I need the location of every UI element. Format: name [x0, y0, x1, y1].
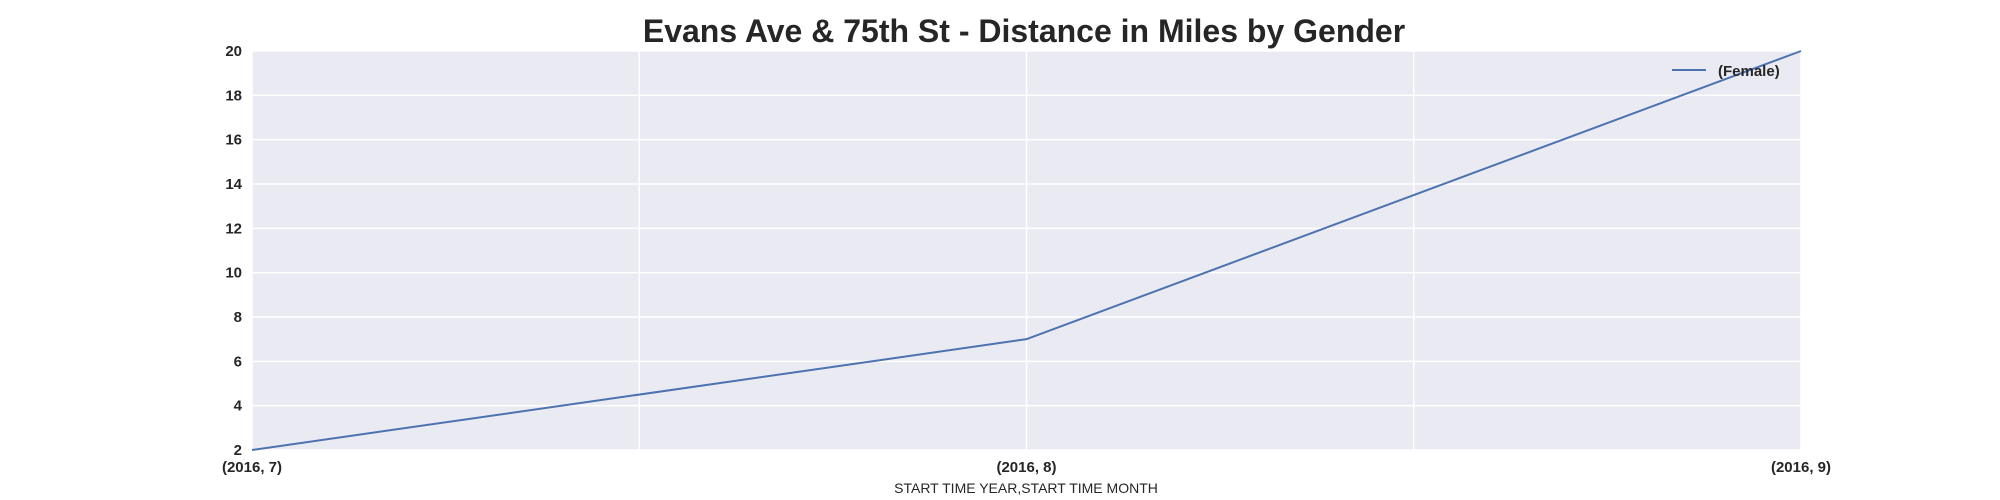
- legend: (Female): [1672, 63, 1780, 80]
- y-tick-label: 8: [234, 309, 242, 326]
- x-tick-labels: (2016, 7) (2016, 8) (2016, 9): [222, 459, 1831, 476]
- y-tick-label: 20: [225, 43, 242, 60]
- x-axis-label: START TIME YEAR,START TIME MONTH: [894, 480, 1158, 496]
- y-tick-label: 18: [225, 87, 242, 104]
- x-tick-label: (2016, 8): [996, 459, 1056, 476]
- vertical-gridlines: [251, 51, 1802, 450]
- y-tick-labels: 2 4 6 8 10 12 14 16 18 20: [225, 43, 242, 459]
- y-tick-label: 12: [225, 220, 242, 237]
- x-tick-label: (2016, 9): [1771, 459, 1831, 476]
- y-tick-label: 2: [234, 442, 242, 459]
- y-tick-label: 4: [234, 398, 243, 415]
- y-tick-label: 14: [225, 176, 242, 193]
- y-tick-label: 16: [225, 132, 242, 149]
- y-tick-label: 10: [225, 265, 242, 282]
- series-line-0: [251, 50, 1802, 451]
- y-tick-label: 6: [234, 353, 242, 370]
- x-tick-label: (2016, 7): [222, 459, 282, 476]
- series-layer: [251, 50, 1802, 451]
- legend-label-female: (Female): [1718, 63, 1780, 80]
- chart-title: Evans Ave & 75th St - Distance in Miles …: [643, 13, 1405, 49]
